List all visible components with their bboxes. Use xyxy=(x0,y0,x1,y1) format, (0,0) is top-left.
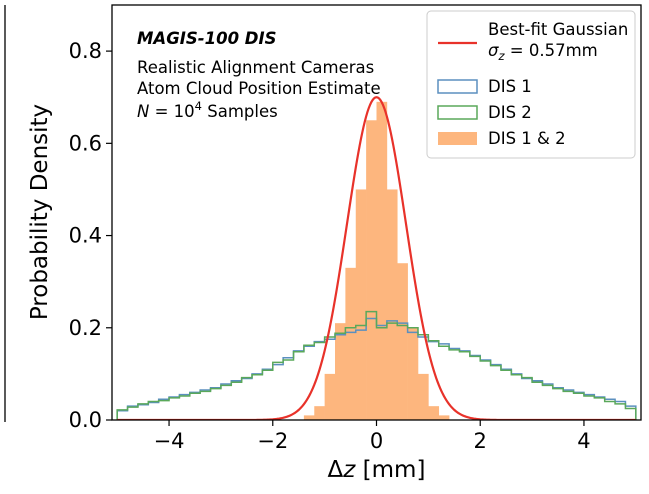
combined-bar xyxy=(407,327,419,420)
combined-bar xyxy=(303,415,315,420)
combined-bar xyxy=(428,406,440,420)
y-tick-label: 0.8 xyxy=(69,39,102,63)
y-axis-label: Probability Density xyxy=(27,104,53,320)
y-axis-ticks: 0.0 0.2 0.4 0.6 0.8 xyxy=(69,39,112,432)
x-tick-label: 4 xyxy=(577,429,590,453)
combined-bar xyxy=(366,120,377,420)
combined-bar xyxy=(438,415,450,420)
combined-bar xyxy=(355,189,367,420)
annotation-block: MAGIS-100 DIS Realistic Alignment Camera… xyxy=(137,29,381,121)
dis-step-lines xyxy=(116,310,637,420)
dis-combined-bars xyxy=(303,101,450,420)
gaussian-curve xyxy=(117,96,636,420)
legend-sigma-label: σz = 0.57mm xyxy=(488,41,598,63)
annotation-n-samples: Samples xyxy=(202,102,278,121)
combined-bar xyxy=(335,323,346,420)
legend-box xyxy=(426,10,636,159)
x-tick-label: 0 xyxy=(370,429,383,453)
annotation-n-exp: 4 xyxy=(195,99,202,113)
legend-gaussian-label: Best-fit Gaussian xyxy=(488,20,628,39)
x-axis-ticks: −4 −2 0 2 4 xyxy=(154,420,591,453)
gaussian-curve-group xyxy=(117,96,636,420)
x-tick-label: 2 xyxy=(474,429,487,453)
legend-dis1-swatch xyxy=(437,79,478,94)
combined-bar xyxy=(345,267,357,420)
y-tick-label: 0.6 xyxy=(69,131,102,155)
legend-dis1-label: DIS 1 xyxy=(488,77,532,96)
x-tick-label: −4 xyxy=(154,429,185,453)
legend-combined-label: DIS 1 & 2 xyxy=(488,129,566,148)
annotation-line2: Atom Cloud Position Estimate xyxy=(137,79,381,98)
legend-combined-swatch xyxy=(438,132,477,145)
legend-dis2-swatch xyxy=(437,105,478,120)
y-tick-label: 0.2 xyxy=(69,316,102,340)
annotation-line1: Realistic Alignment Cameras xyxy=(137,58,374,77)
combined-bar xyxy=(386,189,398,420)
combined-bar xyxy=(324,373,336,420)
y-tick-label: 0.4 xyxy=(69,224,102,248)
annotation-n-symbol: N xyxy=(137,102,149,121)
dis2-step-line xyxy=(116,310,637,420)
combined-bar xyxy=(376,101,388,420)
combined-bar xyxy=(314,406,325,420)
x-axis-label: Δz [mm] xyxy=(328,457,426,483)
y-tick-label: 0.0 xyxy=(69,408,102,432)
legend: Best-fit Gaussian σz = 0.57mm DIS 1 DIS … xyxy=(426,10,636,159)
annotation-heading: MAGIS-100 DIS xyxy=(137,29,277,48)
combined-bar xyxy=(397,263,408,420)
annotation-line3: N = 104 Samples xyxy=(137,99,278,121)
combined-bar xyxy=(417,373,429,420)
annotation-n-eq: = 10 xyxy=(149,102,194,121)
x-tick-label: −2 xyxy=(257,429,288,453)
legend-dis2-label: DIS 2 xyxy=(488,103,532,122)
